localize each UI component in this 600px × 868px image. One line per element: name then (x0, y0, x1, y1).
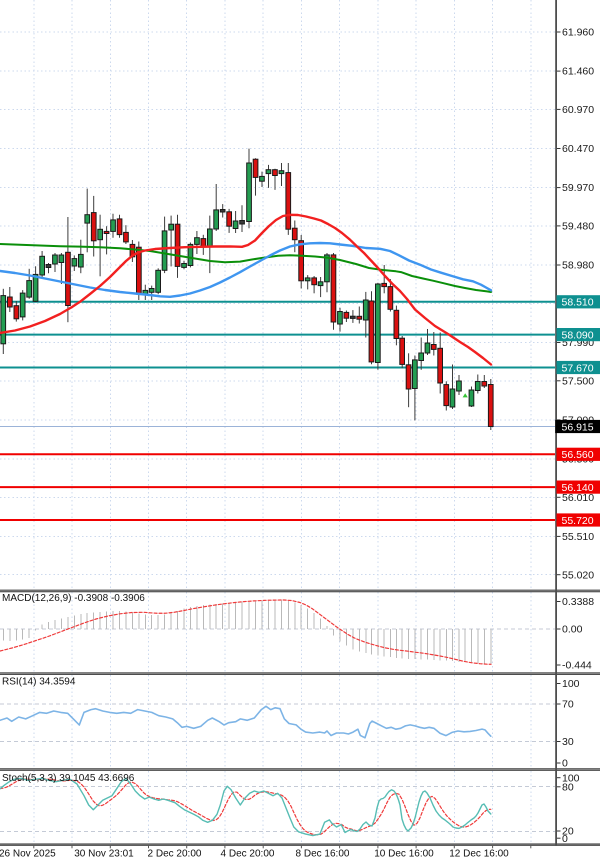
svg-text:-0.444: -0.444 (562, 660, 592, 672)
svg-text:58.090: 58.090 (562, 329, 594, 341)
svg-text:2 Dec 20:00: 2 Dec 20:00 (148, 849, 202, 860)
svg-text:59.970: 59.970 (562, 182, 594, 194)
svg-text:55.020: 55.020 (562, 569, 594, 581)
svg-text:57.670: 57.670 (562, 362, 594, 374)
svg-text:70: 70 (562, 699, 574, 711)
svg-text:0: 0 (562, 833, 568, 845)
svg-text:Stoch(5,3,3) 39.1045 43.6696: Stoch(5,3,3) 39.1045 43.6696 (2, 773, 135, 784)
svg-text:57.500: 57.500 (562, 375, 594, 387)
svg-text:12 Dec 16:00: 12 Dec 16:00 (449, 849, 509, 860)
svg-text:0.3388: 0.3388 (562, 596, 594, 608)
svg-text:80: 80 (562, 781, 574, 793)
svg-text:0: 0 (562, 758, 568, 770)
svg-text:58.980: 58.980 (562, 260, 594, 272)
svg-text:MACD(12,26,9) -0.3908 -0.3906: MACD(12,26,9) -0.3908 -0.3906 (2, 593, 145, 604)
svg-text:59.480: 59.480 (562, 221, 594, 233)
svg-text:26 Nov 2025: 26 Nov 2025 (0, 849, 56, 860)
svg-text:55.510: 55.510 (562, 531, 594, 543)
svg-text:58.510: 58.510 (562, 297, 594, 309)
svg-text:56.140: 56.140 (562, 482, 594, 494)
svg-text:4 Dec 20:00: 4 Dec 20:00 (221, 849, 275, 860)
svg-text:56.560: 56.560 (562, 449, 594, 461)
svg-text:55.720: 55.720 (562, 515, 594, 527)
svg-text:56.915: 56.915 (562, 421, 594, 433)
svg-text:60.470: 60.470 (562, 143, 594, 155)
svg-text:60.970: 60.970 (562, 104, 594, 116)
svg-text:8 Dec 16:00: 8 Dec 16:00 (296, 849, 350, 860)
svg-text:30 Nov 23:01: 30 Nov 23:01 (74, 849, 134, 860)
svg-text:30: 30 (562, 736, 574, 748)
svg-text:10 Dec 16:00: 10 Dec 16:00 (374, 849, 434, 860)
svg-text:100: 100 (562, 678, 580, 690)
svg-text:0.00: 0.00 (562, 624, 583, 636)
svg-text:61.460: 61.460 (562, 66, 594, 78)
svg-text:61.960: 61.960 (562, 27, 594, 39)
svg-text:RSI(14) 34.3594: RSI(14) 34.3594 (2, 677, 76, 688)
